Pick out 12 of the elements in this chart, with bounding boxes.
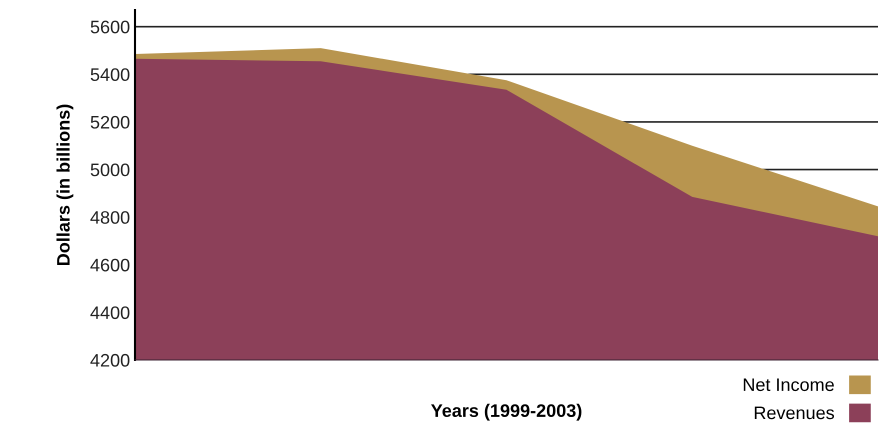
legend-label: Revenues [754,406,834,420]
y-tick-label: 4400 [90,306,130,320]
y-tick-label: 5200 [90,116,130,129]
y-tick-label: 5600 [90,20,130,34]
y-tick-label: 4200 [90,354,130,367]
legend-label: Net Income [744,378,834,392]
y-tick-label: 4800 [90,211,130,224]
x-axis-title: Years (1999-2003) [431,404,582,421]
y-tick-label: 5000 [90,163,130,176]
y-axis-title: Dollars (in billions) [56,104,74,266]
y-tick-label: 4600 [90,258,130,272]
y-tick-label: 5400 [90,68,130,82]
